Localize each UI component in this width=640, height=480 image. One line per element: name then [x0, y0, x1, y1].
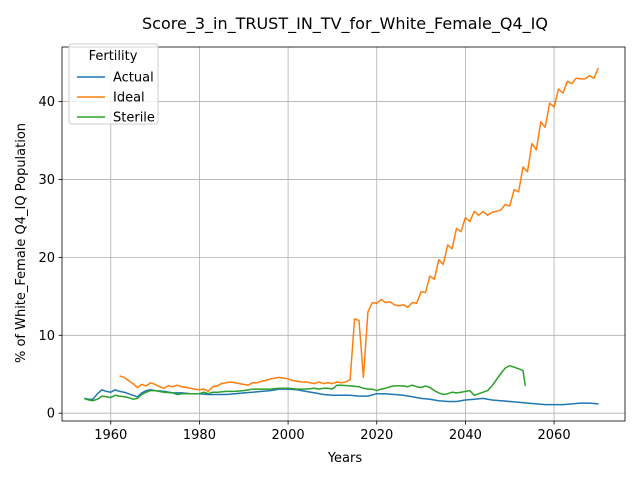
legend-label-sterile: Sterile	[113, 111, 155, 126]
chart-title: Score_3_in_TRUST_IN_TV_for_White_Female_…	[142, 14, 548, 34]
legend-box	[68, 43, 159, 125]
series-line-actual	[84, 388, 599, 406]
axes-frame	[61, 46, 626, 422]
y-tick-label: 20	[38, 251, 55, 266]
x-axis-label: Years	[327, 451, 363, 466]
legend-title: Fertility	[89, 49, 138, 64]
x-tick-label: 2020	[360, 428, 393, 443]
y-tick-label: 10	[38, 329, 55, 344]
y-axis-label: % of White_Female Q4_IQ Population	[14, 123, 29, 363]
legend-label-actual: Actual	[113, 71, 154, 86]
legend: Fertility Actual Ideal Sterile	[68, 43, 159, 126]
y-tick-label: 40	[38, 95, 55, 110]
x-tick-label: 2000	[272, 428, 305, 443]
x-tick-label: 1960	[94, 428, 127, 443]
x-tick-label: 2040	[449, 428, 482, 443]
series-line-sterile	[83, 364, 527, 402]
y-tick-label: 30	[38, 173, 55, 188]
x-tick-label: 2060	[538, 428, 571, 443]
legend-label-ideal: Ideal	[113, 91, 145, 106]
series-line-ideal	[119, 67, 600, 393]
x-tick-label: 1980	[183, 428, 216, 443]
plot-area: 1960 1980 2000 2020 2040 2060 0 10 20 30 40	[38, 46, 626, 443]
y-tick-label: 0	[47, 407, 55, 422]
